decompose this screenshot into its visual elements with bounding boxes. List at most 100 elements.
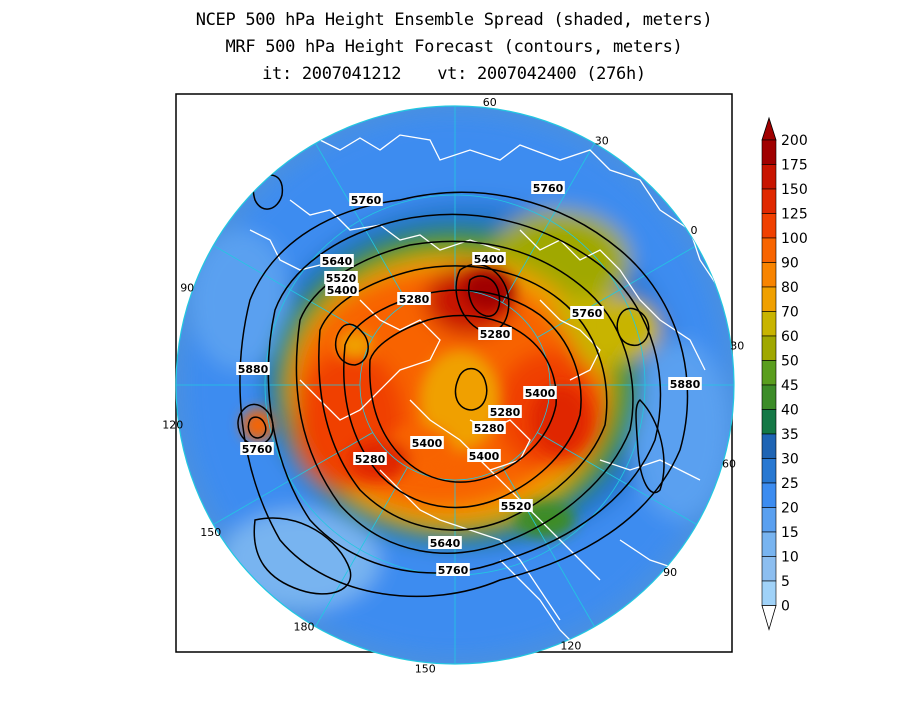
colorbar-swatch [761,360,777,386]
contour-label: 5760 [351,194,382,207]
contour-label: 5880 [238,363,269,376]
longitude-label: 180 [293,621,314,634]
contour-label-box [325,283,359,296]
colorbar-swatch [761,286,777,312]
contour-label: 5760 [572,307,603,320]
contour-label-group: 5760576056405520540054005280528057605880… [236,181,702,577]
colorbar-label: 50 [781,354,799,370]
contour-label: 5760 [533,182,564,195]
longitude-label: 30 [730,339,744,352]
contour-label-box [478,327,512,340]
colorbar-swatch [761,409,777,435]
colorbar-swatch [761,482,777,508]
contour-label-box [236,362,270,375]
title-line-2: MRF 500 hPa Height Forecast (contours, m… [225,37,683,57]
longitude-label: 60 [483,96,497,109]
contour-label: 5760 [438,564,469,577]
title-line-1: NCEP 500 hPa Height Ensemble Spread (sha… [195,10,713,30]
contour-label-box [436,563,470,576]
contour-label-box [353,452,387,465]
contour-label-box [531,181,565,194]
colorbar-swatch [761,213,777,239]
colorbar-swatch [761,458,777,484]
colorbar-label: 10 [781,550,799,566]
contour-label: 5280 [490,406,521,419]
contour-label: 5400 [469,450,500,463]
contour-label-box [467,449,501,462]
contour-label: 5280 [355,453,386,466]
contour-label-box [668,377,702,390]
colorbar-top-arrow [761,116,777,141]
colorbar-label: 15 [781,525,799,541]
contour-label: 5280 [480,328,511,341]
colorbar-label: 125 [781,207,808,223]
longitude-label: 30 [595,135,609,148]
contour-label: 5760 [242,443,273,456]
colorbar-swatch [761,311,777,337]
colorbar-label: 80 [781,280,799,296]
contour-label: 5520 [501,500,532,513]
longitude-label: 60 [722,458,736,471]
colorbar-swatch [761,384,777,410]
contour-label-box [472,252,506,265]
longitude-label: 120 [162,419,183,432]
contour-label-box [320,254,354,267]
contour-label: 5640 [322,255,353,268]
contour-label-box [570,306,604,319]
colorbar-swatch [761,580,777,606]
colorbar-label: 200 [781,133,808,149]
contour-label-box [472,421,506,434]
colorbar-label: 90 [781,256,799,272]
colorbar-label: 60 [781,329,799,345]
longitude-label-group: 60 30 0 30 60 90 120 150 180 150 120 90 [162,96,744,675]
colorbar-label: 45 [781,378,799,394]
title-line-3: it: 2007041212 vt: 2007042400 (276h) [0,64,908,84]
colorbar-label: 150 [781,182,808,198]
colorbar-label: 100 [781,231,808,247]
colorbar-label: 70 [781,305,799,321]
contour-label-box [499,499,533,512]
contour-label: 5400 [412,437,443,450]
contour-label: 5640 [430,537,461,550]
colorbar-swatch [761,262,777,288]
contour-label: 5400 [525,387,556,400]
colorbar-label: 40 [781,403,799,419]
contour-label: 5400 [474,253,505,266]
valid-time: vt: 2007042400 (276h) [437,64,646,84]
colorbar-label: 30 [781,452,799,468]
colorbar-swatch [761,164,777,190]
contour-label-box [324,271,358,284]
colorbar-swatch [761,335,777,361]
colorbar-label: 25 [781,476,799,492]
contour-label-box [410,436,444,449]
contour-label-box [240,442,274,455]
colorbar-label: 5 [781,574,790,590]
colorbar: 2001751501251009080706050454035302520151… [761,116,808,631]
contour-label-box [397,292,431,305]
colorbar-swatch [761,433,777,459]
colorbar-label: 35 [781,427,799,443]
longitude-label: 150 [200,526,221,539]
colorbar-swatch [761,531,777,557]
longitude-label: 0 [691,224,698,237]
longitude-label: 90 [663,566,677,579]
init-time: it: 2007041212 [262,64,402,84]
colorbar-bottom-arrow [761,605,777,631]
contour-label: 5400 [327,284,358,297]
contour-label: 5880 [670,378,701,391]
colorbar-label: 20 [781,501,799,517]
contour-label: 5520 [326,272,357,285]
contour-label: 5280 [474,422,505,435]
longitude-label: 120 [560,639,581,652]
colorbar-label: 175 [781,158,808,174]
contour-label-box [428,536,462,549]
colorbar-swatch [761,188,777,214]
colorbar-swatch [761,507,777,533]
contour-label-box [488,405,522,418]
longitude-label: 150 [415,662,436,675]
contour-label-box [349,193,383,206]
contour-label-box [523,386,557,399]
colorbar-label: 0 [781,599,790,615]
colorbar-swatch [761,139,777,165]
